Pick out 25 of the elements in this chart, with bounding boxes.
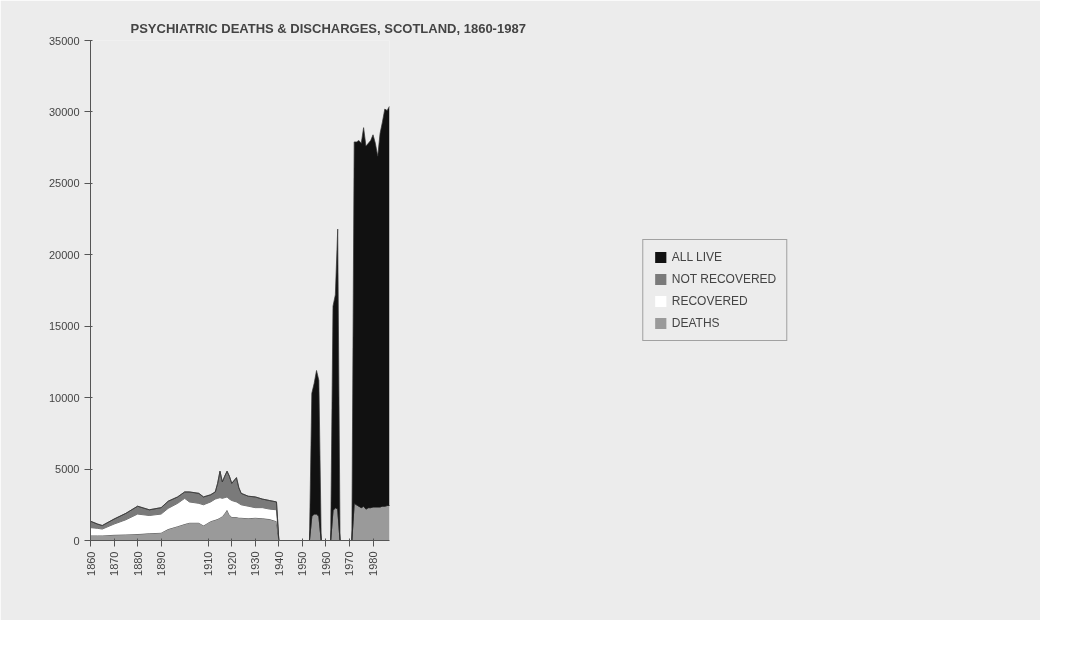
y-tick-label: 15000: [48, 320, 80, 333]
x-tick-label: 1890: [155, 551, 168, 576]
legend-label: ALL LIVE: [671, 250, 723, 264]
y-tick-label: 10000: [48, 391, 80, 404]
x-tick-label: 1860: [84, 551, 97, 576]
x-tick-label: 1930: [249, 551, 262, 576]
x-tick-label: 1870: [108, 551, 121, 576]
chart-title: PSYCHIATRIC DEATHS & DISCHARGES, SCOTLAND, 1860-1987: [130, 20, 526, 36]
x-tick-label: 1970: [343, 551, 356, 576]
x-tick-label: 1880: [131, 551, 144, 576]
y-tick-label: 25000: [48, 177, 80, 190]
x-tick-label: 1960: [319, 551, 332, 576]
x-tick-label: 1950: [296, 551, 309, 576]
legend-label: NOT RECOVERED: [671, 272, 777, 286]
x-tick-label: 1910: [202, 551, 215, 576]
y-tick-label: 30000: [48, 105, 80, 118]
y-tick-label: 0: [73, 534, 80, 547]
x-tick-label: 1920: [225, 551, 238, 576]
y-tick-label: 20000: [48, 248, 80, 261]
legend-label: RECOVERED: [671, 294, 748, 308]
y-tick-label: 35000: [48, 34, 80, 47]
y-tick-label: 5000: [55, 463, 80, 476]
legend-label: DEATHS: [671, 316, 720, 330]
x-tick-label: 1980: [367, 551, 380, 576]
x-tick-label: 1940: [272, 551, 285, 576]
